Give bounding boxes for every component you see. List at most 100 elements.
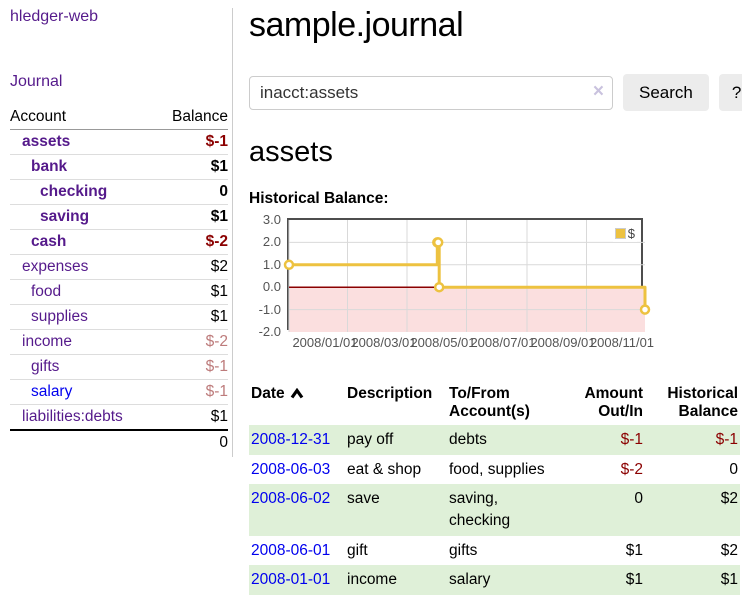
transaction-amount: 0 xyxy=(559,484,645,536)
transaction-accounts: food, supplies xyxy=(449,460,545,478)
accounts-total-row: 0 xyxy=(10,429,228,455)
data-point-marker xyxy=(433,281,445,293)
account-link-salary[interactable]: salary xyxy=(31,383,73,400)
y-tick-label: 1.0 xyxy=(262,257,281,272)
transaction-accounts: saving, checking xyxy=(447,484,559,536)
x-tick-label: 2008/07/01 xyxy=(470,335,536,350)
sort-ascending-chevron-icon xyxy=(290,387,303,398)
search-button[interactable]: Search xyxy=(623,74,709,111)
transaction-description: eat & shop xyxy=(347,460,422,478)
transaction-description: income xyxy=(345,565,447,595)
accounts-table-header: Account Balance xyxy=(10,105,228,130)
transaction-accounts: debts xyxy=(447,425,559,455)
chart-plot: $ xyxy=(283,218,651,332)
y-tick-label: -1.0 xyxy=(258,302,281,317)
chart-title: Historical Balance: xyxy=(249,190,389,207)
account-balance: $-1 xyxy=(205,133,228,150)
transaction-amount: $1 xyxy=(625,541,643,559)
sidebar-inner: hledger-web Journal Account Balance asse… xyxy=(10,8,233,457)
transaction-balance: $2 xyxy=(720,541,738,559)
transaction-amount: $-2 xyxy=(620,460,643,478)
transaction-amount: $1 xyxy=(559,565,645,595)
search-bar: × Search ? xyxy=(249,74,742,111)
register-table: Date Description To/From Account(s) Amou… xyxy=(249,383,740,595)
y-tick-label: 2.0 xyxy=(262,234,281,249)
transaction-date-link[interactable]: 2008-06-02 xyxy=(251,490,331,508)
search-input[interactable] xyxy=(249,75,613,110)
account-link-assets[interactable]: assets xyxy=(22,133,71,150)
transaction-date-link[interactable]: 2008-01-01 xyxy=(251,571,331,589)
data-point-marker xyxy=(639,304,651,315)
sidebar: hledger-web Journal Account Balance asse… xyxy=(0,0,233,595)
account-link-supplies[interactable]: supplies xyxy=(31,308,88,325)
account-link-food[interactable]: food xyxy=(31,283,62,300)
historical-balance-chart: 3.0 2.0 1.0 0.0 -1.0 -2.0 $ 2008/01/01 2008/03… xyxy=(249,212,742,358)
account-link-expenses[interactable]: expenses xyxy=(22,258,89,275)
date-col-label: Date xyxy=(251,385,285,402)
register-col-date[interactable]: Date xyxy=(249,383,345,425)
x-tick-label: 2008/01/01 xyxy=(292,335,358,350)
account-row-bank: bank $1 xyxy=(10,154,228,180)
x-tick-label: 2008/11/01 xyxy=(589,335,655,350)
search-box: × xyxy=(249,75,613,110)
account-link-cash[interactable]: cash xyxy=(31,233,67,250)
clear-icon[interactable]: × xyxy=(592,80,604,102)
account-row-checking: checking 0 xyxy=(10,179,228,205)
register-col-tofrom: To/From Account(s) xyxy=(449,385,530,420)
account-row-gifts: gifts $-1 xyxy=(10,354,228,380)
x-axis-labels: 2008/01/01 2008/03/01 2008/05/01 2008/07/01… xyxy=(287,335,742,351)
account-balance: $2 xyxy=(155,254,228,280)
y-tick-label: 3.0 xyxy=(262,212,281,227)
sidebar-item-journal[interactable]: Journal xyxy=(10,73,63,90)
account-balance: $1 xyxy=(155,404,228,430)
register-row: 2008-06-02 save saving, checking 0 $2 xyxy=(249,484,740,536)
register-col-description: Description xyxy=(347,385,433,402)
data-point-marker xyxy=(432,237,444,248)
register-col-balance: Historical Balance xyxy=(667,385,738,420)
account-balance: $1 xyxy=(155,279,228,305)
account-row-assets: assets $-1 xyxy=(10,130,228,155)
transaction-balance: 0 xyxy=(729,460,738,478)
account-row-food: food $1 xyxy=(10,279,228,305)
account-link-gifts[interactable]: gifts xyxy=(31,358,60,375)
account-row-income: income $-2 xyxy=(10,329,228,355)
transaction-accounts: gifts xyxy=(449,541,478,559)
account-row-salary: salary $-1 xyxy=(10,379,228,405)
account-balance: $1 xyxy=(155,154,228,180)
accounts-total-value: 0 xyxy=(155,429,228,455)
transaction-description: save xyxy=(345,484,447,536)
balance-col-header: Balance xyxy=(155,105,228,130)
account-link-saving[interactable]: saving xyxy=(40,208,90,225)
account-balance: $1 xyxy=(155,304,228,330)
account-row-expenses: expenses $2 xyxy=(10,254,228,280)
help-button[interactable]: ? xyxy=(718,74,742,111)
transaction-accounts: salary xyxy=(447,565,559,595)
account-balance: $-1 xyxy=(155,379,228,405)
account-balance: $-1 xyxy=(155,354,228,380)
account-balance: $-2 xyxy=(155,329,228,355)
account-link-liabilities-debts[interactable]: liabilities:debts xyxy=(22,408,123,425)
transaction-description: gift xyxy=(347,541,368,559)
register-col-amount: Amount Out/In xyxy=(584,385,643,420)
register-header-row: Date Description To/From Account(s) Amou… xyxy=(249,383,740,425)
account-balance: 0 xyxy=(155,179,228,205)
chart-legend: $ xyxy=(612,225,637,242)
account-link-income[interactable]: income xyxy=(22,333,72,350)
transaction-date-link[interactable]: 2008-06-03 xyxy=(251,460,331,478)
account-link-bank[interactable]: bank xyxy=(31,158,68,175)
register-row: 2008-06-03 eat & shop food, supplies $-2… xyxy=(249,455,740,485)
transaction-date-link[interactable]: 2008-12-31 xyxy=(251,431,331,448)
account-link-checking[interactable]: checking xyxy=(40,183,108,200)
data-point-marker xyxy=(283,259,295,271)
y-axis-labels: 3.0 2.0 1.0 0.0 -1.0 -2.0 xyxy=(249,212,281,339)
account-row-supplies: supplies $1 xyxy=(10,304,228,330)
y-tick-label: 0.0 xyxy=(262,279,281,294)
legend-swatch-icon xyxy=(614,228,626,239)
account-row-saving: saving $1 xyxy=(10,204,228,230)
app-title-link[interactable]: hledger-web xyxy=(10,8,99,25)
x-tick-label: 2008/05/01 xyxy=(410,335,476,350)
transaction-date-link[interactable]: 2008-06-01 xyxy=(251,541,331,559)
register-row: 2008-12-31 pay off debts $-1 $-1 xyxy=(249,425,740,455)
account-row-liabilities-debts: liabilities:debts $1 xyxy=(10,404,228,430)
